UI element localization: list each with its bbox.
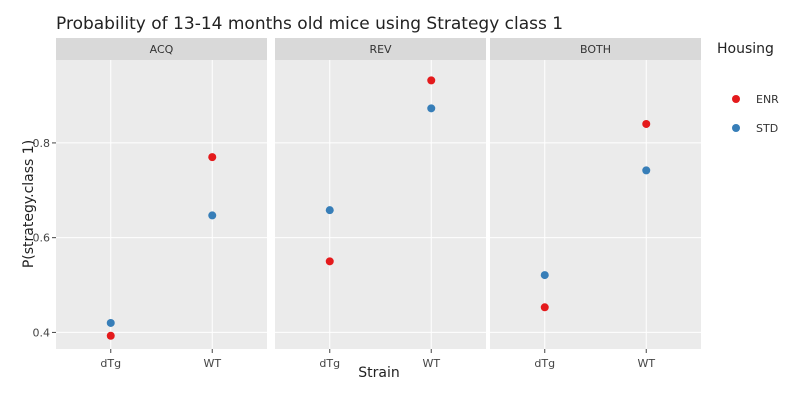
panel-background <box>56 60 267 349</box>
facet-panel-acq: ACQ dTg WT <box>56 38 267 370</box>
data-point-std <box>208 211 217 220</box>
data-point-enr <box>208 153 217 162</box>
y-axis-title: P(strategy.class 1) <box>21 140 37 268</box>
legend-title: Housing <box>717 41 774 57</box>
x-tick-label: WT <box>637 357 655 370</box>
legend-entry-enr: ENR <box>732 93 779 106</box>
y-tick-label: 0.8 <box>33 137 51 150</box>
data-point-std <box>106 318 115 327</box>
data-point-std <box>540 271 549 280</box>
panel-background <box>275 60 486 349</box>
x-tick-label: dTg <box>534 357 555 370</box>
facet-panels: ACQ dTg WT REV dTg WT BOTH dTg WT <box>56 38 701 370</box>
data-point-enr <box>642 119 651 128</box>
facet-strip-label: REV <box>369 43 392 56</box>
facet-strip-label: BOTH <box>580 43 611 56</box>
data-point-enr <box>540 303 549 312</box>
legend: Housing ENR STD <box>717 41 779 135</box>
data-point-std <box>427 104 436 113</box>
data-point-std <box>325 206 334 215</box>
data-point-enr <box>427 76 436 85</box>
facet-panel-both: BOTH dTg WT <box>490 38 701 370</box>
y-tick-label: 0.4 <box>33 326 51 339</box>
x-axis-title: Strain <box>358 365 399 381</box>
legend-label: STD <box>756 122 778 135</box>
x-tick-label: dTg <box>319 357 340 370</box>
x-tick-label: dTg <box>100 357 121 370</box>
data-point-enr <box>106 331 115 340</box>
facet-strip <box>275 38 486 60</box>
facet-panel-rev: REV dTg WT <box>275 38 486 370</box>
facet-strip <box>490 38 701 60</box>
legend-key <box>732 95 740 103</box>
panel-background <box>490 60 701 349</box>
x-tick-label: WT <box>422 357 440 370</box>
x-tick-label: WT <box>203 357 221 370</box>
legend-key <box>732 124 740 132</box>
y-tick-label: 0.6 <box>33 232 51 245</box>
y-axis-ticks: 0.4 0.6 0.8 <box>33 137 56 339</box>
legend-label: ENR <box>756 93 779 106</box>
data-point-enr <box>325 257 334 266</box>
data-point-std <box>642 166 651 175</box>
facet-strip <box>56 38 267 60</box>
legend-entry-std: STD <box>732 122 778 135</box>
facet-strip-label: ACQ <box>150 43 174 56</box>
chart-title: Probability of 13-14 months old mice usi… <box>56 14 563 34</box>
